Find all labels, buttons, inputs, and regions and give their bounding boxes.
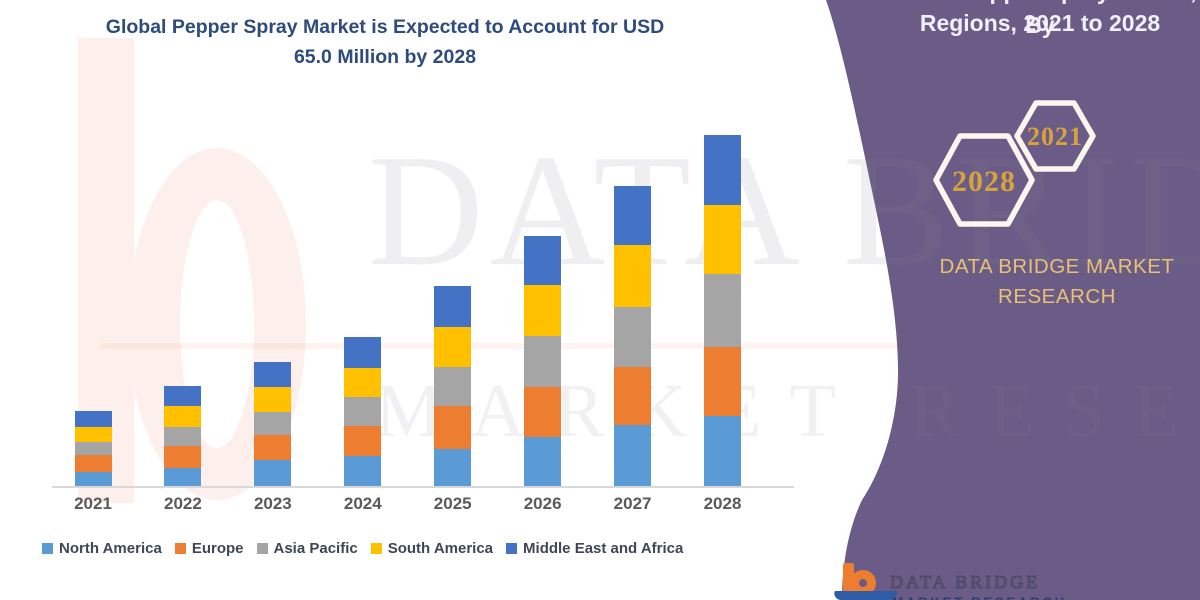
bar-segment-europe-2026 [524,387,562,438]
bar-segment-south-america-2027 [614,244,652,308]
footer-logo-b-stem [843,563,854,596]
bar-segment-middle-east-and-africa-2023 [254,361,292,388]
bar-segment-europe-2025 [434,405,472,449]
bar-segment-middle-east-and-africa-2024 [344,337,382,368]
bar-segment-asia-pacific-2023 [254,411,292,436]
hexagon-2021-outline [1014,100,1096,172]
chart-title-line2: 65.0 Million by 2028 [293,46,477,68]
bar-segment-north-america-2025 [434,448,472,487]
bar-segment-south-america-2021 [74,426,112,443]
bar-segment-europe-2022 [164,445,202,469]
x-axis-label-2021: 2021 [74,494,112,513]
bar-segment-south-america-2028 [704,204,741,275]
bar-segment-north-america-2027 [614,424,652,487]
legend-swatch-asia-pacific [256,543,268,554]
bar-segment-south-america-2024 [344,367,382,398]
x-axis-line [52,486,794,488]
bar-segment-europe-2028 [704,346,741,416]
side-panel-heading-line2: Regions, 2021 to 2028 [919,10,1161,36]
bar-segment-north-america-2022 [164,468,202,487]
side-panel-heading-line1: Global Pepper Spray Market, By [883,0,1196,38]
x-axis-label-2026: 2026 [523,494,562,513]
bar-segment-europe-2023 [254,435,292,461]
legend-swatch-middle-east-and-africa [506,543,518,554]
bar-segment-middle-east-and-africa-2026 [524,235,562,286]
legend-item-asia-pacific: Asia Pacific [256,540,358,557]
legend-swatch-north-america [42,543,53,554]
legend-label-asia-pacific: Asia Pacific [273,540,358,557]
bar-segment-middle-east-and-africa-2021 [74,411,112,427]
legend-item-south-america: South America [370,540,494,557]
hexagon-2028-label: 2028 [952,165,1016,198]
legend-label-middle-east-and-africa: Middle East and Africa [523,540,684,557]
bar-segment-asia-pacific-2027 [614,307,652,368]
x-axis-label-2025: 2025 [433,494,472,513]
hexagon-2028-outline [933,133,1035,227]
bar-segment-asia-pacific-2022 [164,427,202,446]
side-panel-brand: DATA BRIDGE MARKET RESEARCH [920,252,1194,312]
bar-segment-north-america-2024 [344,456,382,487]
legend-label-europe: Europe [191,540,244,557]
bar-segment-south-america-2023 [254,387,292,412]
bar-segment-asia-pacific-2025 [434,367,472,406]
bar-segment-asia-pacific-2024 [344,397,382,427]
chart-title-line1: Global Pepper Spray Market is Expected t… [105,16,665,38]
legend: North America Europe Asia Pacific South Ame… [42,540,683,557]
bar-segment-south-america-2025 [434,327,472,368]
x-axis-label-2024: 2024 [343,494,382,513]
x-axis-label-2023: 2023 [253,494,292,513]
bar-segment-asia-pacific-2021 [74,442,112,456]
bar-segment-middle-east-and-africa-2028 [704,135,741,205]
hexagon-years-graphic: 2021 2028 [933,100,1096,227]
bar-segment-south-america-2022 [164,406,202,428]
x-axis-label-2027: 2027 [613,494,652,513]
bar-segment-europe-2027 [614,367,652,425]
bar-segment-north-america-2026 [524,437,562,487]
footer-logo-brand-top: DATA BRIDGE [889,572,1041,593]
side-panel-background [826,0,1200,600]
hexagon-2021: 2021 [1014,100,1096,172]
legend-label-north-america: North America [59,540,162,557]
bar-segment-middle-east-and-africa-2025 [434,286,472,328]
bar-segment-asia-pacific-2026 [524,336,562,388]
chart-title: Global Pepper Spray Market is Expected t… [60,12,710,72]
bar-segment-south-america-2026 [524,285,562,337]
bar-segment-europe-2024 [344,426,382,457]
legend-item-north-america: North America [42,540,162,557]
bar-segment-asia-pacific-2028 [704,274,741,347]
bar-segment-north-america-2021 [74,471,112,487]
bar-segment-middle-east-and-africa-2022 [164,386,202,407]
legend-swatch-europe [174,543,186,554]
x-axis-label-2022: 2022 [164,494,202,513]
bar-segment-europe-2021 [74,455,112,472]
hexagon-2021-label: 2021 [1027,122,1083,151]
legend-swatch-south-america [370,543,382,554]
side-panel-brand-line2: RESEARCH [998,285,1116,308]
footer-logo-brand-bottom: MARKET RESEARCH [892,595,1067,600]
legend-label-south-america: South America [387,540,494,557]
bar-segment-north-america-2023 [254,460,292,487]
side-panel-brand-line1: DATA BRIDGE MARKET [939,255,1175,278]
legend-item-europe: Europe [174,540,244,557]
side-panel-shape [826,0,1200,600]
bar-segment-middle-east-and-africa-2027 [614,186,652,245]
bar-segment-north-america-2028 [704,415,741,487]
legend-item-middle-east-and-africa: Middle East and Africa [506,540,683,557]
hexagon-2028: 2028 [933,133,1035,227]
x-axis-label-2028: 2028 [703,494,742,513]
footer-logo-boat [833,591,898,600]
